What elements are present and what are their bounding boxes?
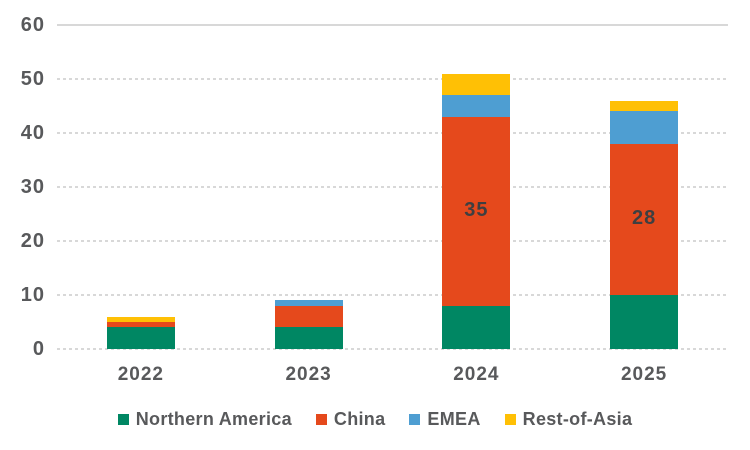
legend-swatch-china	[315, 414, 327, 425]
y-tick-label-30: 30	[20, 176, 45, 198]
bar-segment-2022-northern-america	[106, 327, 175, 349]
x-axis-label-2025: 2025	[620, 364, 668, 385]
y-tick-label-20: 20	[20, 230, 45, 252]
gridline-40	[57, 132, 728, 134]
data-label-2025-china: 28	[632, 207, 657, 230]
bar-segment-2022-china	[106, 322, 175, 328]
gridline-30	[57, 186, 728, 188]
bar-segment-2023-emea	[274, 300, 343, 306]
legend-swatch-emea	[409, 414, 421, 425]
y-tick-label-0: 0	[32, 338, 45, 360]
bar-segment-2023-northern-america	[274, 327, 343, 349]
bar-segment-2022-rest-of-asia	[106, 316, 175, 322]
bar-segment-2025-china	[610, 143, 679, 295]
legend-item-rest-of-asia: Rest-of-Asia	[504, 409, 633, 430]
bar-segment-2024-china	[442, 116, 511, 306]
gridline-60	[57, 24, 728, 26]
legend-swatch-rest-of-asia	[504, 414, 516, 425]
legend-swatch-northern-america	[117, 414, 129, 425]
bar-segment-2024-northern-america	[442, 305, 511, 349]
legend-item-china: China	[315, 409, 386, 430]
gridline-50	[57, 78, 728, 80]
legend-label-emea: EMEA	[427, 409, 481, 429]
gridline-20	[57, 240, 728, 242]
y-tick-label-40: 40	[20, 122, 45, 144]
legend-label-china: China	[333, 409, 386, 429]
bar-segment-2025-northern-america	[610, 295, 679, 349]
gridline-0	[57, 348, 728, 350]
legend-label-rest-of-asia: Rest-of-Asia	[522, 409, 633, 429]
bar-segment-2025-emea	[610, 111, 679, 144]
bar-segment-2024-emea	[442, 95, 511, 117]
legend-item-northern-america: Northern America	[117, 409, 292, 430]
legend-item-emea: EMEA	[409, 409, 480, 430]
x-axis-label-2022: 2022	[117, 364, 165, 385]
y-tick-label-50: 50	[20, 68, 45, 90]
bar-segment-2024-rest-of-asia	[442, 73, 511, 96]
bar-segment-2025-rest-of-asia	[610, 100, 679, 112]
bar-segment-2023-china	[274, 305, 343, 328]
y-tick-label-60: 60	[20, 14, 45, 36]
y-tick-label-10: 10	[20, 284, 45, 306]
legend: Northern America China EMEA Rest-of-Asia	[0, 409, 750, 430]
gridline-10	[57, 294, 728, 296]
x-axis-label-2023: 2023	[285, 364, 332, 385]
data-label-2024-china: 35	[464, 199, 489, 222]
legend-label-northern-america: Northern America	[135, 409, 292, 429]
x-axis-label-2024: 2024	[453, 364, 500, 385]
